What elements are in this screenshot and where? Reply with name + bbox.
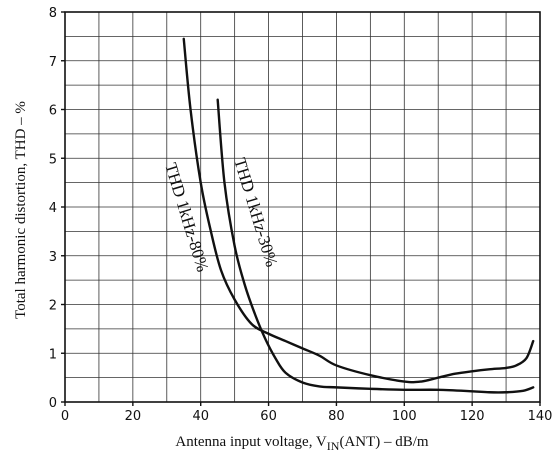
y-tick-label: 0	[49, 396, 57, 411]
y-tick-label: 4	[49, 201, 57, 216]
x-axis-label: Antenna input voltage, VIN(ANT) – dB/m	[175, 434, 429, 453]
grid	[64, 11, 541, 403]
x-tick-label: 40	[192, 409, 209, 424]
series-line-thd-30	[216, 98, 535, 394]
x-axis-label-main: Antenna input voltage, V	[175, 434, 327, 450]
y-tick-label: 7	[49, 55, 57, 70]
series-label-thd-80: THD 1kHz-80%	[161, 161, 212, 274]
y-tick-label: 6	[49, 104, 57, 119]
x-tick-label: 80	[328, 409, 345, 424]
y-tick-label: 2	[49, 299, 57, 314]
series-label-thd-30: THD 1kHz-30%	[230, 156, 281, 269]
x-tick-labels: 0 20 40 60 80 100 120 140	[61, 402, 553, 424]
y-axis-label: Total harmonic distortion, THD – %	[13, 101, 29, 319]
x-tick-label: 60	[260, 409, 277, 424]
y-tick-label: 1	[49, 347, 57, 362]
y-tick-label: 3	[49, 250, 57, 265]
y-tick-label: 5	[49, 152, 57, 167]
series-group	[182, 37, 535, 394]
x-tick-label: 120	[460, 409, 485, 424]
series-line-thd-80	[182, 37, 535, 384]
x-tick-label: 20	[125, 409, 142, 424]
y-tick-label: 8	[49, 6, 57, 21]
x-axis-label-tail: (ANT) – dB/m	[339, 434, 428, 450]
x-tick-label: 0	[61, 409, 69, 424]
y-tick-labels: 0 1 2 3 4 5 6 7 8	[49, 6, 65, 411]
x-axis-label-subscript: IN	[327, 439, 340, 453]
x-tick-label: 140	[528, 409, 553, 424]
x-tick-label: 100	[392, 409, 417, 424]
